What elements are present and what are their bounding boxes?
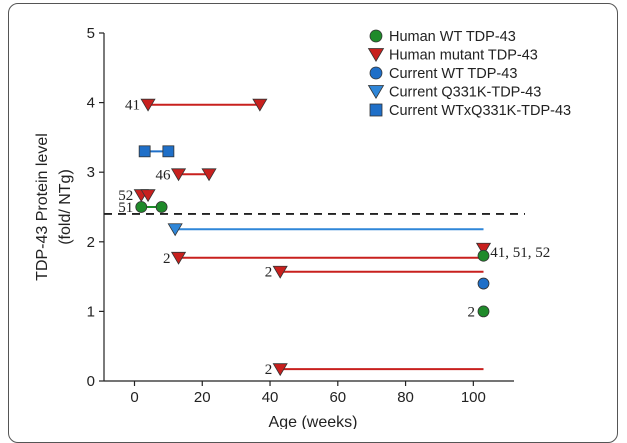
range-start-marker xyxy=(135,201,148,213)
range-end-marker xyxy=(140,189,156,203)
range-start-marker xyxy=(170,251,187,265)
y-axis-title-line1: TDP-43 Protein level xyxy=(34,133,51,281)
legend-marker xyxy=(367,85,385,100)
x-tick-label: 60 xyxy=(329,389,346,406)
y-tick-label: 3 xyxy=(87,164,95,181)
legend-marker xyxy=(369,103,383,117)
range-start-marker xyxy=(272,265,288,279)
range-start-marker xyxy=(272,363,288,377)
range-end-marker xyxy=(162,145,175,158)
x-axis-title: Age (weeks) xyxy=(269,414,358,429)
x-tick-label: 80 xyxy=(397,389,414,406)
chart: 0 20 40 60 80 100 0 1 2 3 4 5 Age (weeks) TDP-43 Prot… xyxy=(34,25,571,429)
x-tick-label: 0 xyxy=(130,389,138,406)
annotation-label: 2 xyxy=(468,304,476,320)
data-point xyxy=(477,249,490,262)
range-label: 52 xyxy=(118,188,133,204)
x-tick-label: 40 xyxy=(262,389,279,406)
legend-entry: Current WT TDP-43 xyxy=(389,66,517,82)
y-tick-label: 0 xyxy=(87,373,95,390)
y-tick-label: 1 xyxy=(87,303,95,320)
x-tick-label: 20 xyxy=(194,389,211,406)
range-label: 46 xyxy=(156,167,172,183)
y-tick-label: 5 xyxy=(87,25,95,42)
range-label: 51 xyxy=(118,200,133,216)
legend-entry: Current WTxQ331K-TDP-43 xyxy=(389,103,571,119)
legend-marker xyxy=(369,66,383,80)
range-start-marker xyxy=(140,98,156,112)
range-label: 2 xyxy=(265,265,273,281)
range-label: 2 xyxy=(163,251,171,267)
range-end-marker xyxy=(201,168,217,182)
range-start-marker xyxy=(170,168,187,182)
range-start-marker xyxy=(167,223,183,237)
legend-marker xyxy=(367,48,385,63)
data-point xyxy=(477,305,490,318)
range-start-marker xyxy=(138,145,151,158)
legend-entry: Current Q331K-TDP-43 xyxy=(389,85,541,101)
y-axis-title-line2: (fold/ NTg) xyxy=(57,169,74,245)
data-point xyxy=(475,242,492,256)
x-tick-label: 100 xyxy=(461,389,486,406)
legend-marker xyxy=(369,29,383,43)
range-label: 2 xyxy=(265,362,273,378)
y-tick-label: 2 xyxy=(87,234,95,251)
range-label: 41 xyxy=(125,98,140,114)
range-end-marker xyxy=(252,98,268,112)
y-tick-label: 4 xyxy=(87,95,95,112)
legend-entry: Human WT TDP-43 xyxy=(389,29,516,45)
range-end-marker xyxy=(155,201,168,213)
legend-entry: Human mutant TDP-43 xyxy=(389,48,538,64)
annotation-label: 41, 51, 52 xyxy=(490,245,550,261)
data-point xyxy=(477,277,490,290)
